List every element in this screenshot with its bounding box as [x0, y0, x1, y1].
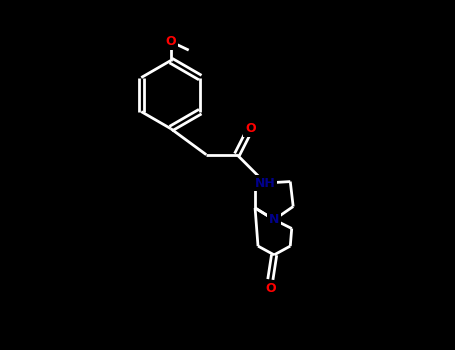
Text: O: O [166, 35, 176, 48]
Text: NH: NH [255, 176, 276, 190]
Text: O: O [245, 122, 256, 135]
Text: N: N [269, 213, 279, 226]
Text: O: O [265, 282, 276, 295]
